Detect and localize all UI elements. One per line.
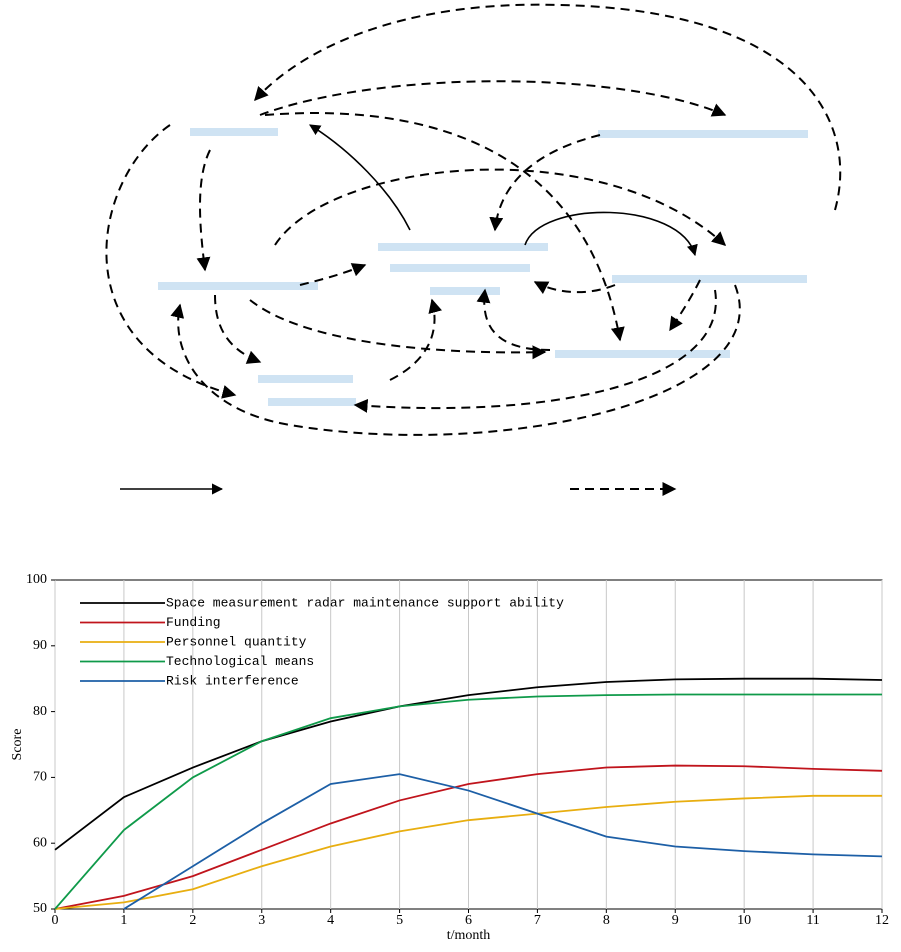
x-tick-label: 2 <box>189 913 196 928</box>
x-tick-label: 8 <box>603 913 610 928</box>
y-tick-label: 100 <box>26 572 47 587</box>
line-chart: 0 1 2 3 4 5 6 7 8 9 10 11 125060708090100t/monthScor… <box>10 572 889 943</box>
x-tick-label: 7 <box>534 913 541 928</box>
x-tick-label: 0 <box>52 913 59 928</box>
x-tick-label: 1 <box>120 913 127 928</box>
line <box>54 677 883 851</box>
y-tick-label: 90 <box>33 638 47 653</box>
x-tick-label: 12 <box>875 913 889 928</box>
x-tick-label: 9 <box>672 913 679 928</box>
x-tick-label: 4 <box>327 913 334 928</box>
y-tick-label: 60 <box>33 835 47 850</box>
y-axis-label: Score <box>10 729 25 761</box>
x-tick-label: 10 <box>737 913 751 928</box>
legend-label: Personnel quantity <box>166 634 307 649</box>
legend-label: Technological means <box>166 654 314 669</box>
line <box>54 693 882 910</box>
legend-label: Risk interference <box>166 673 299 688</box>
y-tick-label: 50 <box>33 901 47 916</box>
x-tick-label: 6 <box>465 913 472 928</box>
legend-label: Space measurement radar maintenance supp… <box>166 595 564 610</box>
legend-label: Funding <box>166 615 221 630</box>
y-tick-label: 80 <box>33 704 47 719</box>
y-tick-label: 70 <box>33 770 47 785</box>
causal-diagram <box>105 3 842 496</box>
line <box>54 794 882 910</box>
x-axis-label: t/month <box>447 928 491 943</box>
x-tick-label: 3 <box>258 913 265 928</box>
line <box>54 764 883 910</box>
line <box>123 773 883 910</box>
node-placeholders <box>158 128 808 406</box>
x-tick-label: 5 <box>396 913 403 928</box>
x-tick-label: 11 <box>806 913 819 928</box>
arrows <box>105 3 842 496</box>
